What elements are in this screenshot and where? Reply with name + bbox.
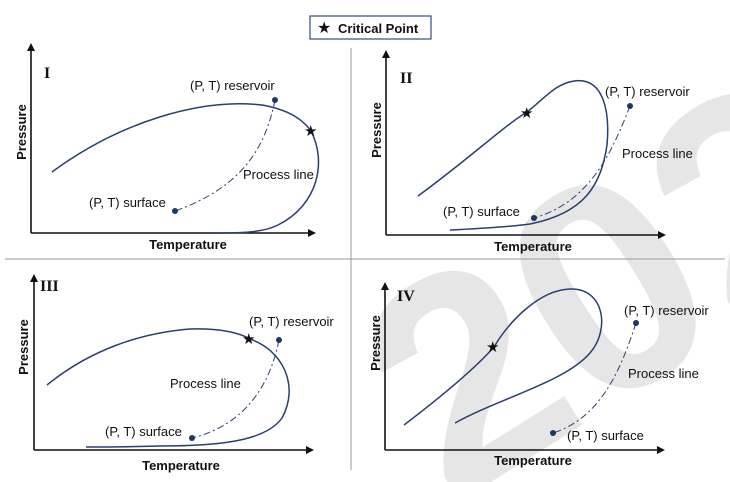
panel-numeral: III: [40, 278, 59, 295]
panel-numeral: I: [44, 65, 50, 82]
x-axis-title: Temperature: [494, 239, 572, 254]
y-axis-title: Pressure: [368, 315, 383, 371]
critical-point-star-icon: ★: [304, 122, 317, 140]
panel-iii: III Pressure Temperature ★ (P, T) reserv…: [16, 274, 334, 473]
critical-point-star-icon: ★: [486, 338, 499, 356]
surface-point: [531, 215, 537, 221]
panel-numeral: IV: [397, 288, 415, 305]
x-axis-title: Temperature: [494, 453, 572, 468]
legend-label: Critical Point: [338, 21, 419, 36]
phase-envelope: [417, 80, 609, 231]
phase-envelope: [51, 103, 320, 234]
process-line: [174, 99, 276, 212]
surface-label: (P, T) surface: [89, 195, 166, 210]
phase-envelope: [403, 288, 603, 426]
process-line-label: Process line: [622, 146, 693, 161]
legend-star-icon: ★: [317, 18, 331, 37]
surface-point: [172, 208, 178, 214]
phase-envelope: [46, 328, 290, 448]
legend: ★ Critical Point: [309, 15, 432, 40]
process-line: [191, 339, 280, 439]
critical-point-star-icon: ★: [520, 104, 533, 122]
y-axis-title: Pressure: [16, 319, 31, 375]
surface-point: [550, 430, 556, 436]
reservoir-point: [627, 103, 633, 109]
reservoir-point: [276, 337, 282, 343]
reservoir-point: [272, 97, 278, 103]
process-line-label: Process line: [170, 376, 241, 391]
process-line: [533, 105, 631, 219]
y-axis-title: Pressure: [14, 104, 29, 160]
surface-label: (P, T) surface: [443, 204, 520, 219]
legend-box: [309, 15, 432, 40]
process-line: [552, 322, 637, 434]
panel-ii: II Pressure Temperature ★ (P, T) reservo…: [369, 50, 693, 254]
panel-i: I Pressure Temperature ★ (P, T) reservoi…: [14, 43, 320, 252]
surface-point: [189, 435, 195, 441]
surface-label: (P, T) surface: [567, 428, 644, 443]
panel-numeral: II: [400, 70, 412, 87]
reservoir-label: (P, T) reservoir: [605, 84, 690, 99]
reservoir-point: [633, 320, 639, 326]
x-axis-title: Temperature: [149, 237, 227, 252]
panel-iv: IV Pressure Temperature ★ (P, T) reservo…: [368, 282, 709, 468]
surface-label: (P, T) surface: [105, 424, 182, 439]
y-axis-title: Pressure: [369, 102, 384, 158]
process-line-label: Process line: [243, 167, 314, 182]
x-axis-title: Temperature: [142, 458, 220, 473]
reservoir-label: (P, T) reservoir: [190, 78, 275, 93]
critical-point-star-icon: ★: [242, 330, 255, 348]
process-line-label: Process line: [628, 366, 699, 381]
reservoir-label: (P, T) reservoir: [249, 314, 334, 329]
reservoir-label: (P, T) reservoir: [624, 303, 709, 318]
